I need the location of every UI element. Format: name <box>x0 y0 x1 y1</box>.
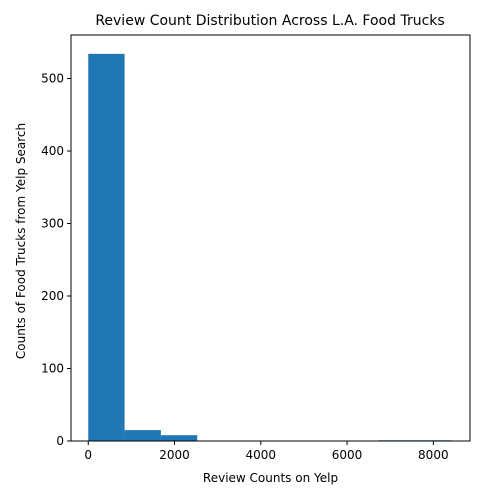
y-tick-label-0: 0 <box>56 434 64 448</box>
y-axis-ticks: 0 100 200 300 400 500 <box>41 72 71 448</box>
x-axis-label: Review Counts on Yelp <box>203 471 338 485</box>
y-tick-label-1: 100 <box>41 362 64 376</box>
x-tick-label-2: 4000 <box>246 448 277 462</box>
chart-title: Review Count Distribution Across L.A. Fo… <box>95 13 444 29</box>
histogram-bar-2 <box>160 435 198 441</box>
y-tick-label-5: 500 <box>41 72 64 86</box>
y-tick-label-3: 300 <box>41 217 64 231</box>
y-axis-label: Counts of Food Trucks from Yelp Search <box>14 123 28 359</box>
histogram-bar-1 <box>124 430 161 442</box>
bars-group <box>88 53 452 442</box>
y-tick-label-2: 200 <box>41 289 64 303</box>
plot-frame <box>70 34 471 442</box>
x-tick-label-3: 6000 <box>332 448 363 462</box>
x-tick-label-4: 8000 <box>418 448 449 462</box>
x-tick-label-1: 2000 <box>159 448 190 462</box>
x-axis-ticks: 0 2000 4000 6000 8000 <box>84 441 449 462</box>
histogram-bar-0 <box>88 53 125 441</box>
y-tick-label-4: 400 <box>41 144 64 158</box>
x-tick-label-0: 0 <box>84 448 92 462</box>
